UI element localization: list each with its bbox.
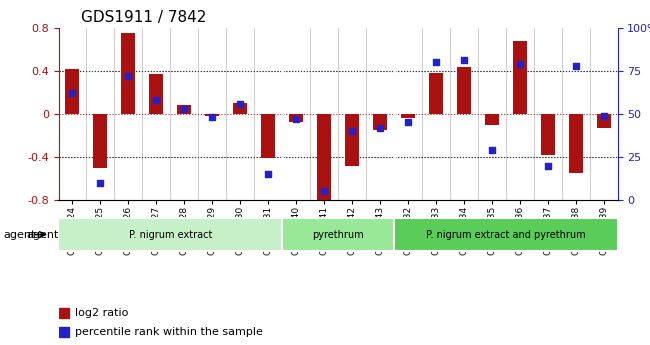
Text: P. nigrum extract: P. nigrum extract — [129, 230, 212, 239]
Text: agent: agent — [26, 230, 58, 239]
Point — [459, 58, 469, 63]
Point — [318, 189, 329, 194]
Point — [291, 116, 302, 122]
Bar — [485, 114, 499, 125]
Point — [571, 63, 581, 68]
Bar — [177, 105, 191, 114]
Bar — [94, 114, 107, 168]
Bar — [401, 114, 415, 118]
Point — [515, 61, 525, 67]
Point — [67, 90, 78, 96]
FancyBboxPatch shape — [58, 218, 282, 251]
Point — [402, 120, 413, 125]
Bar — [541, 114, 554, 155]
Point — [347, 128, 358, 134]
Text: GDS1911 / 7842: GDS1911 / 7842 — [81, 10, 206, 25]
Point — [486, 147, 497, 153]
Point — [124, 73, 134, 79]
Bar — [429, 73, 443, 114]
Text: P. nigrum extract and pyrethrum: P. nigrum extract and pyrethrum — [426, 230, 586, 239]
Point — [542, 163, 552, 168]
Point — [235, 101, 246, 106]
Bar — [597, 114, 610, 128]
Point — [431, 59, 441, 65]
Bar — [66, 69, 79, 114]
Text: agent: agent — [3, 230, 35, 239]
Text: pyrethrum: pyrethrum — [312, 230, 364, 239]
Bar — [289, 114, 303, 122]
Bar — [150, 74, 163, 114]
Point — [95, 180, 105, 186]
FancyBboxPatch shape — [282, 218, 394, 251]
Point — [207, 115, 217, 120]
Bar — [261, 114, 275, 158]
Bar — [122, 33, 135, 114]
Bar — [373, 114, 387, 130]
Bar — [345, 114, 359, 166]
Bar — [513, 41, 526, 114]
FancyBboxPatch shape — [394, 218, 618, 251]
Bar — [233, 103, 247, 114]
Text: log2 ratio: log2 ratio — [75, 308, 129, 318]
Bar — [317, 114, 331, 206]
Point — [263, 171, 273, 177]
Bar — [569, 114, 582, 173]
Point — [179, 106, 190, 111]
Point — [375, 125, 385, 130]
Bar — [205, 114, 219, 116]
Point — [151, 97, 161, 103]
Bar — [457, 68, 471, 114]
Text: percentile rank within the sample: percentile rank within the sample — [75, 327, 263, 337]
Point — [599, 113, 609, 118]
